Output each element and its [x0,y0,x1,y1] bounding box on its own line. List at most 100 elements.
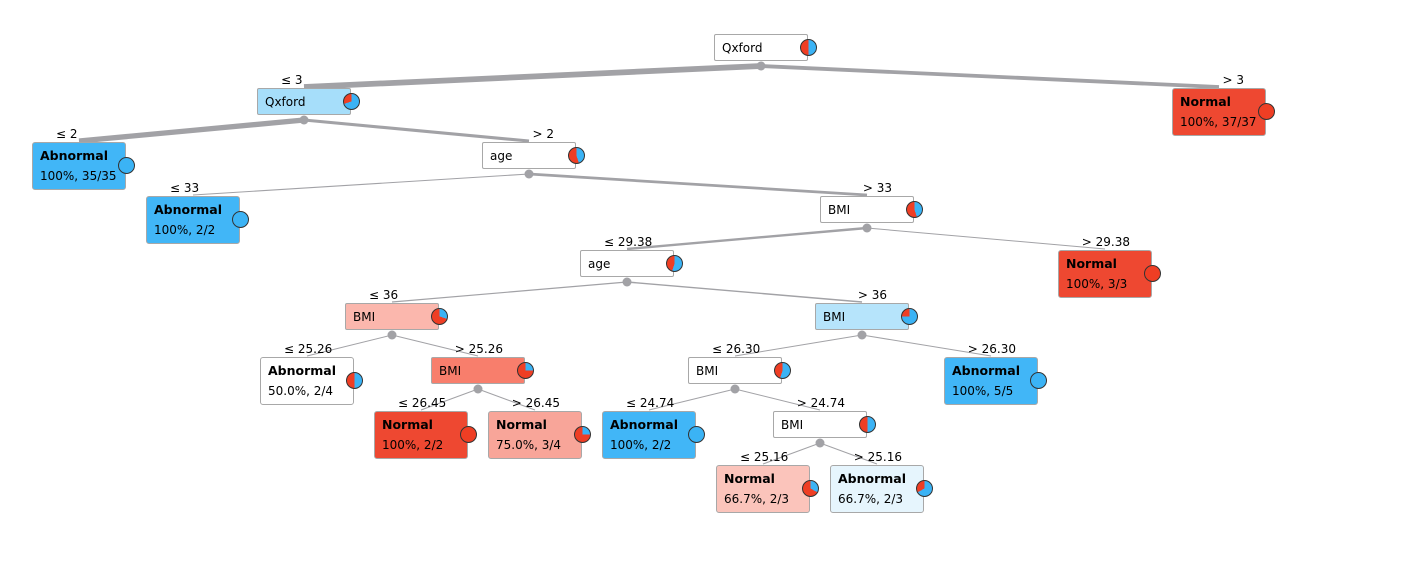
node-leaf[interactable]: Abnormal 100%, 2/2 [146,196,249,244]
node-split[interactable]: age [482,142,585,169]
node-split[interactable]: BMI [688,357,791,384]
split-junction-dot [473,384,483,394]
node-leaf[interactable]: Abnormal 66.7%, 2/3 [830,465,933,513]
node-leaf[interactable]: Abnormal 50.0%, 2/4 [260,357,363,405]
node-label: BMI [781,418,804,432]
edge-condition-label: ≤ 3 [281,73,303,87]
tree-edge [303,63,762,90]
node-label: age [490,149,513,163]
node-class: Abnormal [610,417,679,432]
tree-edge [303,118,530,143]
edge-condition-label: > 36 [857,288,887,302]
node-label: age [588,257,611,271]
tree-edge [762,442,821,465]
node-split[interactable]: Qxford [714,34,817,61]
node-stat: 66.7%, 2/3 [838,492,904,506]
tree-edge [78,117,305,144]
node-split[interactable]: age [580,250,683,277]
edge-condition-label: > 33 [862,181,892,195]
edge-condition-label: ≤ 36 [369,288,399,302]
split-junction-dot [622,277,632,287]
tree-edge [648,388,736,411]
edge-condition-label: ≤ 26.30 [712,342,761,356]
tree-edge [391,334,479,357]
split-junction-dot [524,169,534,179]
node-stat: 100%, 3/3 [1066,277,1128,291]
node-leaf[interactable]: Abnormal 100%, 5/5 [944,357,1047,405]
edge-condition-label: > 25.16 [853,450,902,464]
tree-edge [477,388,536,411]
node-label: Qxford [722,41,763,55]
class-distribution-pie-icon [343,93,360,110]
node-leaf[interactable]: Normal 66.7%, 2/3 [716,465,819,513]
split-junction-dot [730,384,740,394]
node-leaf[interactable]: Normal 100%, 3/3 [1058,250,1161,298]
split-junction-dot [756,61,766,71]
tree-edge [866,227,1106,250]
class-distribution-pie-icon [574,426,591,443]
edge-condition-label: ≤ 25.16 [740,450,789,464]
split-junction-dot [857,330,867,340]
class-distribution-pie-icon [1144,265,1161,282]
tree-edge [192,173,530,196]
edge-condition-label: ≤ 29.38 [604,235,653,249]
node-split[interactable]: Qxford [257,88,360,115]
node-class: Abnormal [268,363,337,378]
edge-condition-label: > 26.30 [967,342,1016,356]
edge-condition-label: > 26.45 [511,396,560,410]
node-split[interactable]: BMI [773,411,876,438]
node-class: Normal [382,417,433,432]
node-class: Abnormal [952,363,1021,378]
class-distribution-pie-icon [802,480,819,497]
edge-condition-label: ≤ 24.74 [626,396,675,410]
edge-condition-label: ≤ 2 [56,127,78,141]
class-distribution-pie-icon [901,308,918,325]
node-stat: 100%, 2/2 [154,223,216,237]
node-leaf[interactable]: Abnormal 100%, 35/35 [32,142,135,190]
class-distribution-pie-icon [346,372,363,389]
edge-condition-label: > 29.38 [1081,235,1130,249]
tree-edge [391,281,628,303]
edge-condition-label: > 25.26 [454,342,503,356]
node-split[interactable]: BMI [345,303,448,330]
class-distribution-pie-icon [431,308,448,325]
node-class: Normal [1066,256,1117,271]
class-distribution-pie-icon [688,426,705,443]
node-stat: 100%, 5/5 [952,384,1014,398]
node-split[interactable]: BMI [820,196,923,223]
class-distribution-pie-icon [859,416,876,433]
node-leaf[interactable]: Normal 75.0%, 3/4 [488,411,591,459]
class-distribution-pie-icon [906,201,923,218]
node-stat: 66.7%, 2/3 [724,492,790,506]
node-stat: 100%, 2/2 [610,438,672,452]
node-leaf[interactable]: Normal 100%, 2/2 [374,411,477,459]
edge-condition-label: ≤ 26.45 [398,396,447,410]
node-label: BMI [439,364,462,378]
split-junction-dot [387,330,397,340]
class-distribution-pie-icon [774,362,791,379]
tree-edge [528,172,868,197]
node-stat: 75.0%, 3/4 [496,438,562,452]
node-leaf[interactable]: Normal 100%, 37/37 [1172,88,1275,136]
class-distribution-pie-icon [800,39,817,56]
class-distribution-pie-icon [517,362,534,379]
class-distribution-pie-icon [1030,372,1047,389]
node-leaf[interactable]: Abnormal 100%, 2/2 [602,411,705,459]
edge-condition-label: ≤ 33 [170,181,200,195]
tree-edge [861,334,992,357]
node-stat: 100%, 2/2 [382,438,444,452]
node-class: Abnormal [838,471,907,486]
node-stat: 100%, 37/37 [1180,115,1257,129]
node-stat: 100%, 35/35 [40,169,117,183]
class-distribution-pie-icon [666,255,683,272]
class-distribution-pie-icon [916,480,933,497]
node-split[interactable]: BMI [431,357,534,384]
node-split[interactable]: BMI [815,303,918,330]
edge-condition-label: > 2 [532,127,554,141]
edge-condition-label: ≤ 25.26 [284,342,333,356]
split-junction-dot [299,115,309,125]
tree-edge [306,334,393,357]
class-distribution-pie-icon [460,426,477,443]
node-stat: 50.0%, 2/4 [268,384,334,398]
